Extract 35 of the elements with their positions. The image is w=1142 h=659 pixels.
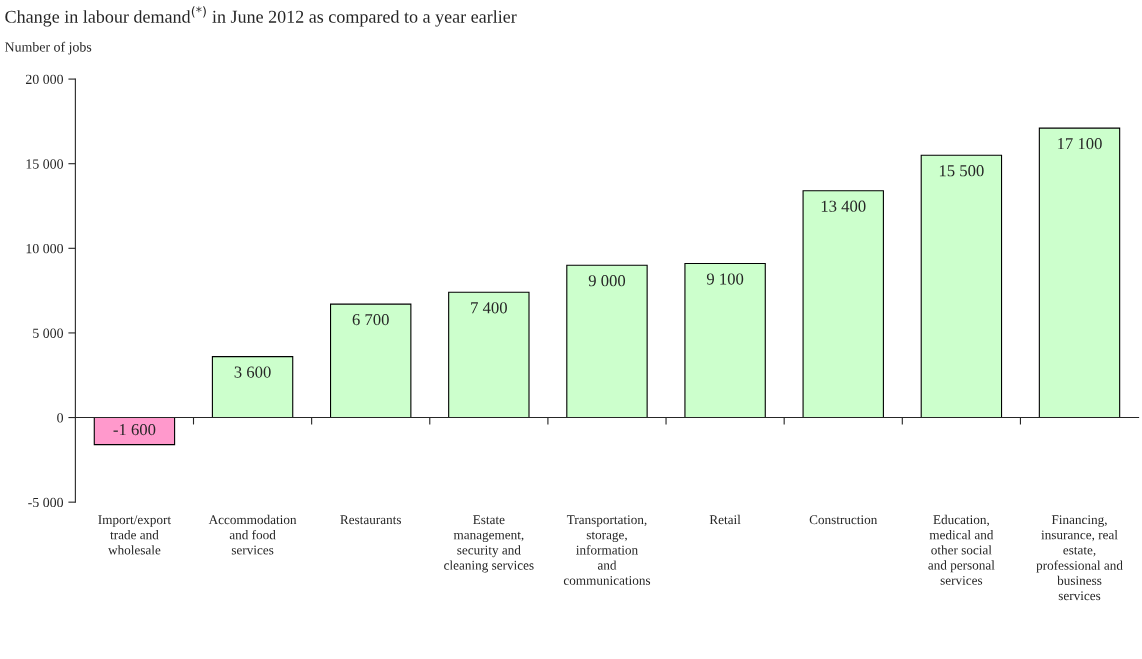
data-label: 13 400	[821, 200, 866, 212]
bar	[448, 291, 530, 419]
data-label: 9 000	[588, 275, 626, 287]
data-label: 17 100	[1058, 138, 1102, 150]
data-label: 6 700	[352, 314, 389, 326]
y-tick-label: 5 000	[33, 328, 64, 338]
bar	[802, 190, 884, 419]
y-tick-label: 10 000	[26, 243, 64, 254]
data-label: 3 600	[234, 366, 271, 378]
bar	[211, 356, 294, 419]
data-label: 15 500	[939, 165, 984, 177]
bar	[920, 154, 1003, 419]
y-axis-title: Number of jobs	[4, 41, 92, 55]
y-tick-label: 15 000	[26, 159, 64, 169]
bar	[1038, 127, 1121, 419]
x-tick-label: Financing, insurance, real estate, professional and business services	[1036, 515, 1123, 601]
bar	[329, 303, 412, 419]
x-tick-label: Restaurants	[340, 515, 402, 525]
x-tick-label: Retail	[709, 514, 741, 525]
x-tick-label: Estate management, security and cleaning services	[444, 515, 534, 573]
data-label: -1 600	[113, 424, 156, 436]
data-label: 7 400	[471, 302, 507, 314]
bar	[93, 416, 176, 446]
x-tick-label: Education, medical and other social and personal services	[928, 514, 995, 585]
y-tick-label: -5 000	[28, 497, 64, 508]
x-tick-label: Construction	[809, 515, 878, 525]
bar	[684, 262, 766, 419]
y-tick-label: 20 000	[25, 74, 64, 85]
x-tick-label: Import/export trade and wholesale	[98, 515, 172, 555]
x-tick-label: Transportation, storage, information and communications	[563, 515, 651, 585]
chart-title: Change in labour demand$^{(*)}$ in June 2012 as compared to a year earlier	[5, 6, 517, 27]
y-tick-label: 0	[57, 413, 64, 423]
data-label: 9 100	[706, 273, 744, 285]
bar	[566, 264, 648, 419]
x-tick-label: Accommodation and food services	[208, 514, 297, 555]
